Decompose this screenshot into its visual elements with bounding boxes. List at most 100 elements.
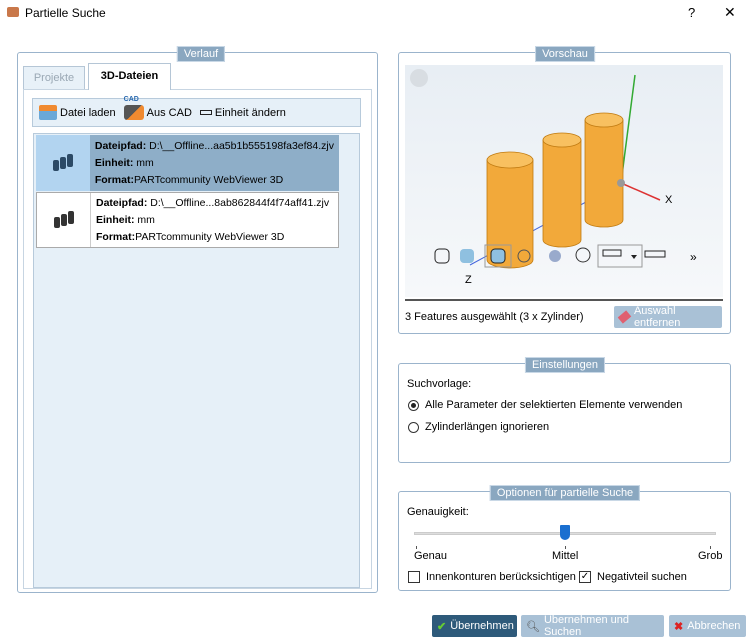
radio-button[interactable] <box>408 421 419 433</box>
cylinder-thumbnail-icon <box>37 193 91 247</box>
radio-all-parameters[interactable]: Alle Parameter der selektierten Elemente… <box>408 399 682 411</box>
cancel-button[interactable]: ✖ Abbrechen <box>669 615 746 637</box>
remove-selection-button[interactable]: Auswahl entfernen <box>614 305 722 329</box>
checkbox-inner-contours[interactable]: Innenkonturen berücksichtigen <box>408 571 576 584</box>
3d-scene: X Z » <box>410 69 697 286</box>
eraser-icon <box>617 310 632 324</box>
unit-label: Einheit: <box>96 213 135 226</box>
checkbox-negative-part[interactable]: ✓ Negativteil suchen <box>579 571 687 584</box>
cad-icon <box>123 105 144 120</box>
optionen-legend: Optionen für partielle Suche <box>489 485 641 501</box>
x-axis-label: X <box>665 194 673 206</box>
shaded-edges-icon <box>490 248 506 264</box>
tab-content: Datei laden CAD Aus CAD Einheit ändern Da… <box>23 89 372 589</box>
section-icon <box>549 250 561 262</box>
checkmark-icon: ✔ <box>437 620 447 633</box>
radio-ignore-lengths[interactable]: Zylinderlängen ignorieren <box>408 421 549 433</box>
measure-icon <box>602 249 622 257</box>
measure-dropdown <box>597 244 643 268</box>
format-value: PARTcommunity WebViewer 3D <box>133 173 284 186</box>
selection-status: 3 Features ausgewählt (3 x Zylinder) <box>405 311 584 323</box>
view-toolbar: » <box>434 244 697 268</box>
shaded-icon <box>460 249 474 263</box>
wireframe-icon <box>434 248 450 264</box>
einstellungen-group: Einstellungen Suchvorlage: Alle Paramete… <box>398 357 731 463</box>
file-list-item[interactable]: Dateipfad: D:\__Offline...8ab862844f4f74… <box>36 192 339 248</box>
tick-label-genau: Genau <box>414 550 448 562</box>
cylinders <box>486 112 624 269</box>
x-axis <box>620 182 661 201</box>
einstellungen-legend: Einstellungen <box>524 357 606 373</box>
radio-label: Alle Parameter der selektierten Elemente… <box>425 399 683 411</box>
z-axis-label: Z <box>465 274 472 286</box>
tick-label-mittel: Mittel <box>552 550 579 562</box>
file-list-item[interactable]: Dateipfad: D:\__Offline...aa5b1b555198fa… <box>36 135 339 191</box>
apply-and-search-button[interactable]: 🔍︎ Übernehmen und Suchen <box>521 614 664 638</box>
optionen-group: Optionen für partielle Suche Genauigkeit… <box>398 485 731 591</box>
apply-button[interactable]: ✔ Übernehmen <box>432 615 517 637</box>
chevron-down-icon <box>631 255 637 259</box>
help-button[interactable]: ? <box>688 5 696 20</box>
apply-label: Übernehmen <box>450 620 514 632</box>
tick-label-grob: Grob <box>698 550 723 562</box>
tick <box>710 546 711 549</box>
format-label: Format: <box>96 230 136 243</box>
change-unit-label: Einheit ändern <box>214 106 286 119</box>
path-value: D:\__Offline...aa5b1b555198fa3ef84.zjv <box>149 139 334 152</box>
file-toolbar: Datei laden CAD Aus CAD Einheit ändern <box>32 96 361 127</box>
remove-selection-label: Auswahl entfernen <box>633 305 681 329</box>
tick <box>565 546 566 549</box>
tab-label: Projekte <box>33 72 75 84</box>
ruler-icon <box>644 250 666 258</box>
vorschau-group: Vorschau <box>398 46 731 334</box>
cylinder-thumbnail-icon <box>36 135 90 191</box>
from-cad-button[interactable]: CAD Aus CAD <box>123 96 192 120</box>
search-icon: 🔍︎ <box>526 620 540 633</box>
format-value: PARTcommunity WebViewer 3D <box>135 230 285 243</box>
tick <box>416 546 417 549</box>
more-tools-button: » <box>690 250 697 264</box>
shaded-edges-button <box>484 244 512 268</box>
checkbox-label: Negativteil suchen <box>597 571 687 583</box>
folder-icon <box>39 105 57 120</box>
unit-label: Einheit: <box>94 156 134 169</box>
cancel-label: Abbrechen <box>687 620 741 632</box>
path-value: D:\__Offline...8ab862844f4f74aff41.zjv <box>150 196 330 209</box>
verlauf-group: Verlauf <box>17 46 378 593</box>
ruler-icon <box>199 110 212 115</box>
change-unit-button[interactable]: Einheit ändern <box>199 106 286 119</box>
preview-separator <box>405 299 723 301</box>
accuracy-slider-thumb[interactable] <box>560 525 570 540</box>
checkbox[interactable]: ✓ <box>579 571 591 584</box>
tab-label: 3D-Dateien <box>100 70 159 82</box>
view-cube-icon <box>410 69 428 87</box>
tab-projekte[interactable]: Projekte <box>23 66 85 89</box>
load-file-button[interactable]: Datei laden <box>39 105 116 120</box>
vorschau-legend: Vorschau <box>535 46 595 62</box>
file-list: Dateipfad: D:\__Offline...aa5b1b555198fa… <box>33 133 360 588</box>
close-x-icon: ✖ <box>674 620 684 633</box>
load-file-label: Datei laden <box>60 106 116 119</box>
window-title: Partielle Suche <box>25 6 106 20</box>
accuracy-label: Genauigkeit: <box>407 506 469 518</box>
unit-value: mm <box>137 213 155 226</box>
radio-button[interactable] <box>408 399 419 411</box>
tab-3d-dateien[interactable]: 3D-Dateien <box>88 63 171 90</box>
rotate-icon <box>575 247 591 263</box>
path-label: Dateipfad: <box>96 196 148 209</box>
zoom-icon <box>517 249 531 263</box>
3d-preview-viewport[interactable]: X Z » <box>405 65 723 297</box>
cad-badge: CAD <box>123 96 139 103</box>
checkbox-label: Innenkonturen berücksichtigen <box>426 571 576 583</box>
unit-value: mm <box>136 156 154 169</box>
checkbox[interactable] <box>408 571 420 584</box>
app-icon <box>7 7 19 17</box>
close-button[interactable]: ✕ <box>724 4 736 20</box>
apply-and-search-label: Übernehmen und Suchen <box>543 614 629 638</box>
search-template-label: Suchvorlage: <box>407 378 472 390</box>
path-label: Dateipfad: <box>94 139 147 152</box>
radio-label: Zylinderlängen ignorieren <box>425 421 550 433</box>
from-cad-label: Aus CAD <box>146 106 192 119</box>
verlauf-legend: Verlauf <box>176 46 226 62</box>
format-label: Format: <box>94 173 134 186</box>
